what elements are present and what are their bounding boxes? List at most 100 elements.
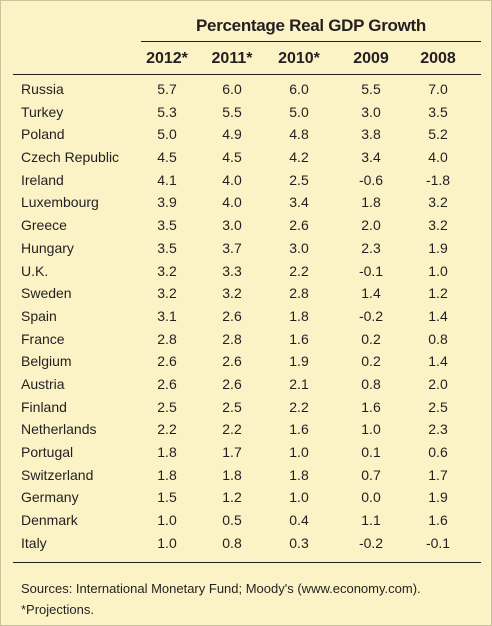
growth-value: 3.2: [428, 194, 448, 211]
growth-value: 1.0: [157, 512, 177, 529]
growth-value: 4.1: [157, 171, 177, 188]
country-name: Sweden: [21, 285, 72, 302]
growth-value: -1.8: [425, 171, 451, 188]
growth-value: 3.8: [361, 126, 381, 143]
table-body: Russia 5.7 6.0 6.0 5.5 7.0 Turkey 5.3 5.5 5.0 3.0 3…: [1, 78, 491, 554]
growth-value: 1.0: [361, 421, 381, 438]
growth-value: 3.4: [361, 149, 381, 166]
growth-value: 5.5: [361, 81, 381, 97]
growth-value: -0.1: [358, 262, 384, 279]
growth-value: 0.2: [361, 330, 381, 347]
table-header-row: 2012* 2011* 2010* 2009 2008: [1, 50, 491, 72]
table-row: Ireland 4.1 4.0 2.5 -0.6 -1.8: [1, 169, 491, 192]
country-name: Austria: [21, 375, 65, 392]
growth-value: 3.0: [222, 217, 242, 234]
growth-value: 2.6: [289, 217, 309, 234]
country-name: France: [21, 330, 65, 347]
growth-value: 5.0: [289, 103, 309, 120]
country-name: Portugal: [21, 444, 74, 460]
growth-value: 5.5: [222, 103, 242, 120]
growth-value: 2.8: [222, 330, 242, 347]
growth-value: 4.0: [222, 171, 242, 188]
growth-value: 1.0: [289, 444, 309, 460]
table-row: Switzerland 1.8 1.8 1.8 0.7 1.7: [1, 464, 491, 487]
growth-value: 2.0: [428, 375, 448, 392]
country-name: Ireland: [21, 171, 64, 188]
growth-value: -0.6: [358, 171, 384, 188]
growth-value: 1.5: [157, 489, 177, 506]
growth-value: 1.6: [428, 512, 448, 529]
growth-value: 2.6: [157, 353, 177, 370]
table-row: Portugal 1.8 1.7 1.0 0.1 0.6: [1, 441, 491, 464]
country-name: Czech Republic: [21, 149, 120, 166]
growth-value: 5.3: [157, 103, 177, 120]
column-header-2008: 2008: [420, 50, 456, 67]
growth-value: 2.3: [428, 421, 448, 438]
growth-value: 4.9: [222, 126, 242, 143]
table-row: Greece 3.5 3.0 2.6 2.0 3.2: [1, 214, 491, 237]
growth-value: 6.0: [289, 81, 309, 97]
growth-value: 1.4: [428, 353, 448, 370]
growth-value: 4.8: [289, 126, 309, 143]
growth-value: 2.2: [289, 398, 309, 415]
country-name: Hungary: [21, 239, 74, 256]
growth-value: 3.4: [289, 194, 309, 211]
country-name: Italy: [21, 534, 47, 551]
country-name: U.K.: [21, 262, 49, 279]
growth-value: 2.5: [428, 398, 448, 415]
growth-value: 2.5: [222, 398, 242, 415]
growth-value: 4.0: [428, 149, 448, 166]
growth-value: 1.0: [289, 489, 309, 506]
growth-value: 0.2: [361, 353, 381, 370]
growth-value: 0.1: [361, 444, 381, 460]
table-row: Czech Republic 4.5 4.5 4.2 3.4 4.0: [1, 146, 491, 169]
growth-value: 5.2: [428, 126, 448, 143]
growth-value: 0.8: [222, 534, 242, 551]
table-row: Austria 2.6 2.6 2.1 0.8 2.0: [1, 373, 491, 396]
country-name: Greece: [21, 217, 67, 234]
growth-value: -0.2: [358, 534, 384, 551]
growth-value: 2.5: [157, 398, 177, 415]
growth-value: 1.6: [289, 421, 309, 438]
growth-value: 2.2: [289, 262, 309, 279]
table-row: Poland 5.0 4.9 4.8 3.8 5.2: [1, 123, 491, 146]
growth-value: 5.0: [157, 126, 177, 143]
country-name: Netherlands: [21, 421, 97, 438]
growth-value: 5.7: [157, 81, 177, 97]
growth-value: 2.3: [361, 239, 381, 256]
growth-value: 1.8: [361, 194, 381, 211]
growth-value: 4.2: [289, 149, 309, 166]
growth-value: 3.2: [157, 262, 177, 279]
growth-value: 1.0: [428, 262, 448, 279]
table-row: Spain 3.1 2.6 1.8 -0.2 1.4: [1, 305, 491, 328]
growth-value: 0.3: [289, 534, 309, 551]
table-row: Russia 5.7 6.0 6.0 5.5 7.0: [1, 78, 491, 101]
footnotes: Sources: International Monetary Fund; Mo…: [21, 578, 421, 620]
header-rule: [13, 74, 481, 75]
growth-value: 3.1: [157, 307, 177, 324]
growth-value: 4.5: [157, 149, 177, 166]
growth-value: 2.8: [289, 285, 309, 302]
growth-value: 1.8: [222, 466, 242, 483]
table-row: Italy 1.0 0.8 0.3 -0.2 -0.1: [1, 532, 491, 555]
column-header-2009: 2009: [353, 50, 389, 67]
growth-value: 2.0: [361, 217, 381, 234]
table-group-title: Percentage Real GDP Growth: [196, 16, 426, 35]
growth-value: 2.1: [289, 375, 309, 392]
growth-value: 1.4: [361, 285, 381, 302]
growth-value: 1.6: [289, 330, 309, 347]
growth-value: 1.9: [428, 239, 448, 256]
table-row: Turkey 5.3 5.5 5.0 3.0 3.5: [1, 101, 491, 124]
growth-value: 3.3: [222, 262, 242, 279]
growth-value: 2.5: [289, 171, 309, 188]
growth-value: 1.9: [428, 489, 448, 506]
growth-value: 0.0: [361, 489, 381, 506]
growth-value: 3.7: [222, 239, 242, 256]
table-bottom-rule: [13, 562, 481, 563]
growth-value: 6.0: [222, 81, 242, 97]
growth-value: 3.2: [157, 285, 177, 302]
growth-value: 3.0: [361, 103, 381, 120]
table-row: Netherlands 2.2 2.2 1.6 1.0 2.3: [1, 418, 491, 441]
growth-value: 0.8: [361, 375, 381, 392]
table-row: Belgium 2.6 2.6 1.9 0.2 1.4: [1, 350, 491, 373]
